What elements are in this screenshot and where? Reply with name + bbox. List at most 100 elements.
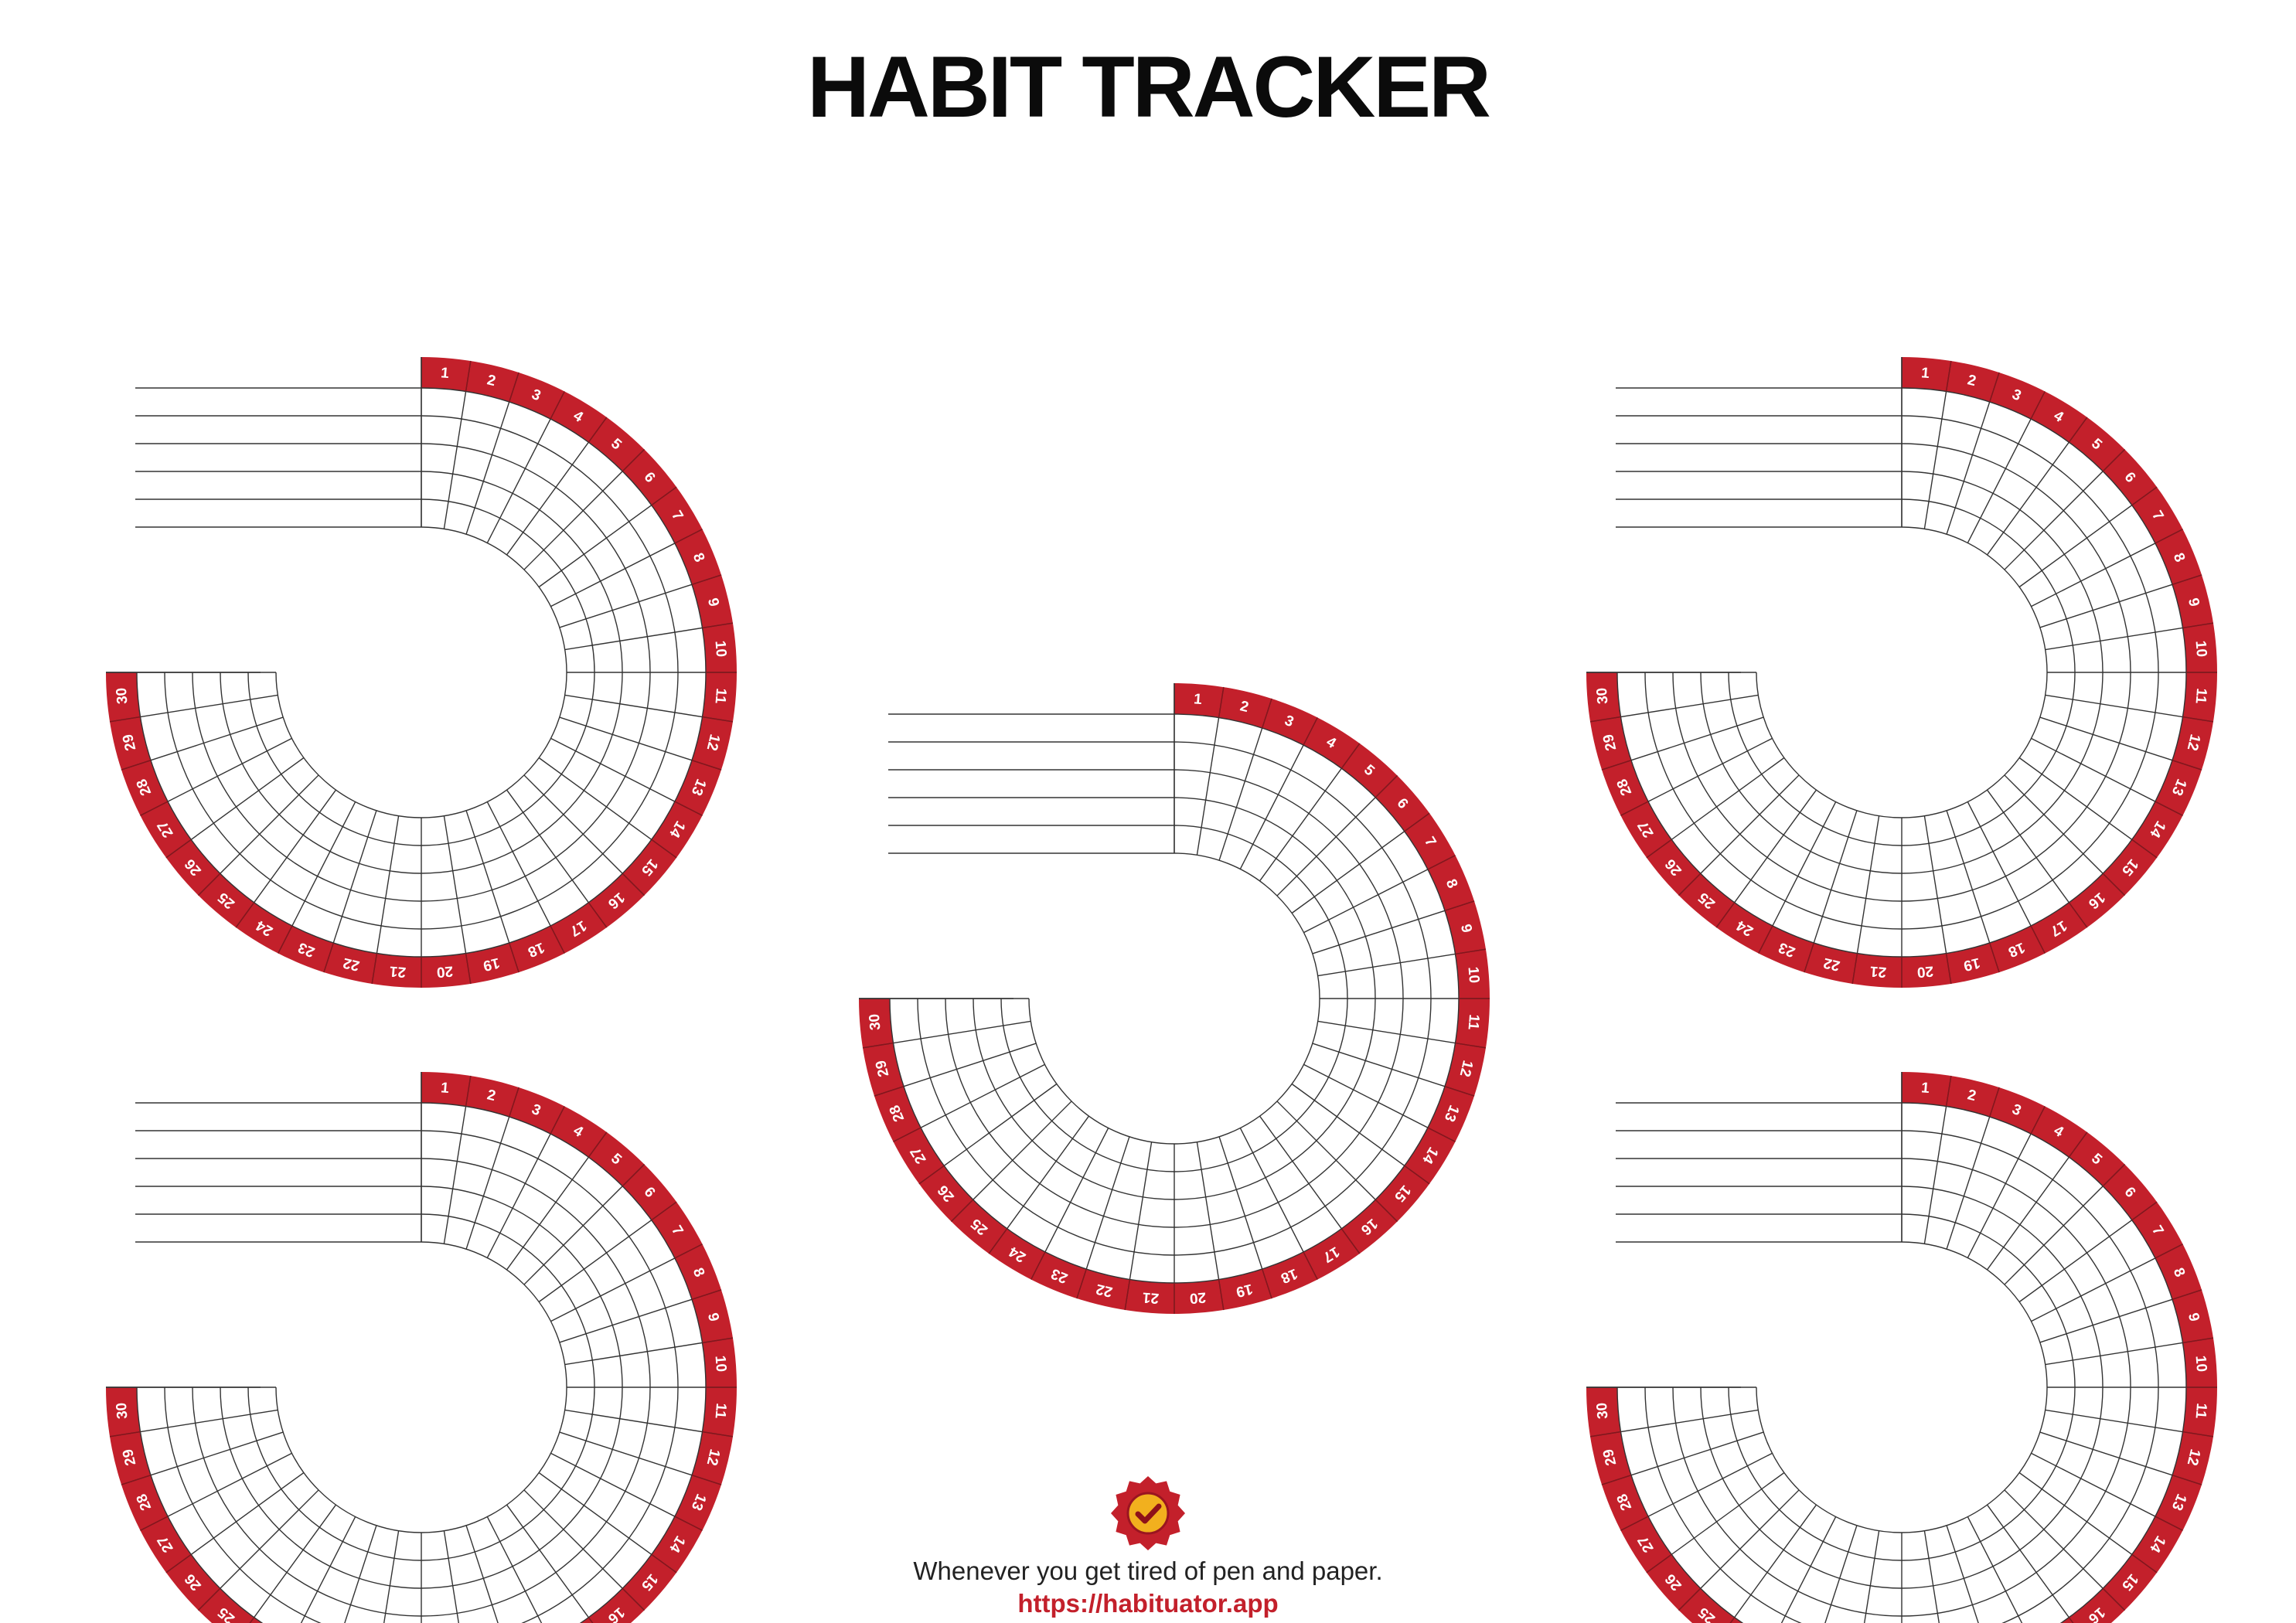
habit-cell[interactable] (421, 444, 457, 474)
habit-cell[interactable] (1870, 843, 1902, 873)
habit-cell[interactable] (2155, 1387, 2186, 1432)
habit-cell[interactable] (1174, 1197, 1210, 1227)
habit-cell[interactable] (1400, 958, 1431, 999)
habit-cell[interactable] (1428, 954, 1459, 999)
habit-cell[interactable] (1129, 1252, 1174, 1283)
habit-cell[interactable] (1902, 1103, 1947, 1134)
habit-cell[interactable] (165, 1387, 196, 1427)
habit-cell[interactable] (421, 843, 453, 873)
habit-cell[interactable] (2155, 672, 2186, 717)
habit-cell[interactable] (1902, 926, 1947, 957)
habit-cell[interactable] (2073, 641, 2103, 672)
habit-cell[interactable] (376, 926, 421, 957)
habit-cell[interactable] (1673, 1387, 1703, 1423)
habit-cell[interactable] (675, 672, 706, 717)
habit-cell[interactable] (620, 1387, 650, 1423)
habit-cell[interactable] (1139, 1197, 1174, 1227)
habit-cell[interactable] (220, 672, 250, 704)
habit-cell[interactable] (1729, 672, 1758, 699)
habit-cell[interactable] (1701, 672, 1731, 704)
habit-cell[interactable] (2155, 628, 2186, 672)
habit-cell[interactable] (421, 1186, 453, 1216)
habit-cell[interactable] (248, 1387, 278, 1414)
habit-cell[interactable] (1345, 967, 1375, 999)
habit-cell[interactable] (1134, 1224, 1174, 1255)
habit-cell[interactable] (2155, 1342, 2186, 1387)
habit-cell[interactable] (192, 672, 223, 708)
habit-cell[interactable] (1902, 388, 1947, 419)
habit-cell[interactable] (1866, 871, 1902, 901)
habit-cell[interactable] (1902, 444, 1937, 474)
habit-cell[interactable] (1345, 999, 1375, 1030)
habit-cell[interactable] (220, 1387, 250, 1419)
habit-cell[interactable] (1143, 1169, 1174, 1199)
habit-cell[interactable] (421, 388, 466, 419)
habit-cell[interactable] (973, 999, 1003, 1030)
habit-cell[interactable] (1902, 898, 1942, 929)
habit-cell[interactable] (620, 672, 650, 708)
habit-cell[interactable] (1862, 898, 1902, 929)
habit-cell[interactable] (386, 871, 421, 901)
habit-cell[interactable] (192, 1387, 223, 1423)
habit-cell[interactable] (945, 999, 976, 1034)
habit-cell[interactable] (1617, 672, 1648, 717)
habit-cell[interactable] (421, 1159, 457, 1189)
habit-cell[interactable] (675, 1342, 706, 1387)
habit-cell[interactable] (918, 999, 949, 1039)
habit-cell[interactable] (1902, 471, 1933, 502)
habit-cell[interactable] (421, 898, 462, 929)
habit-cell[interactable] (421, 816, 448, 846)
habit-cell[interactable] (620, 1352, 650, 1387)
habit-cell[interactable] (165, 672, 196, 713)
habit-cell[interactable] (1318, 971, 1347, 999)
habit-cell[interactable] (620, 637, 650, 672)
habit-cell[interactable] (647, 1347, 678, 1387)
habit-cell[interactable] (565, 1360, 594, 1387)
habit-cell[interactable] (1373, 963, 1403, 999)
habit-cell[interactable] (1902, 416, 1942, 447)
habit-cell[interactable] (137, 1387, 168, 1432)
habit-cell[interactable] (1902, 1159, 1937, 1189)
habit-cell[interactable] (1428, 999, 1459, 1043)
habit-cell[interactable] (1373, 999, 1403, 1034)
habit-cell[interactable] (421, 471, 453, 502)
habit-cell[interactable] (137, 672, 168, 717)
habit-cell[interactable] (1902, 871, 1937, 901)
habit-cell[interactable] (421, 926, 466, 957)
habit-cell[interactable] (2127, 672, 2158, 713)
habit-cell[interactable] (1673, 672, 1703, 708)
habit-cell[interactable] (1902, 843, 1933, 873)
habit-cell[interactable] (1174, 1252, 1219, 1283)
habit-cell[interactable] (1001, 999, 1030, 1026)
habit-cell[interactable] (592, 672, 622, 704)
habit-cell[interactable] (592, 1356, 622, 1387)
habit-cell[interactable] (421, 871, 457, 901)
habit-cell[interactable] (592, 641, 622, 672)
habit-cell[interactable] (1902, 1131, 1942, 1162)
habit-cell[interactable] (647, 632, 678, 672)
habit-cell[interactable] (248, 672, 278, 699)
habit-cell[interactable] (1174, 742, 1214, 773)
habit-cell[interactable] (2100, 1352, 2131, 1387)
habit-cell[interactable] (2100, 672, 2131, 708)
habit-cell[interactable] (1902, 1186, 1933, 1216)
habit-cell[interactable] (2100, 637, 2131, 672)
habit-cell[interactable] (675, 1387, 706, 1432)
habit-cell[interactable] (1701, 1387, 1731, 1419)
habit-cell[interactable] (890, 999, 921, 1043)
habit-cell[interactable] (2046, 1360, 2075, 1387)
habit-cell[interactable] (2073, 1356, 2103, 1387)
habit-cell[interactable] (2046, 645, 2075, 672)
habit-cell[interactable] (1174, 714, 1219, 745)
habit-cell[interactable] (1645, 1387, 1676, 1427)
habit-cell[interactable] (2127, 1347, 2158, 1387)
habit-cell[interactable] (1857, 926, 1902, 957)
habit-cell[interactable] (565, 645, 594, 672)
footer-link[interactable]: https://habituator.app (1017, 1589, 1279, 1618)
habit-cell[interactable] (421, 1103, 466, 1134)
habit-cell[interactable] (1174, 798, 1206, 828)
habit-cell[interactable] (647, 672, 678, 713)
habit-cell[interactable] (647, 1387, 678, 1427)
habit-cell[interactable] (1645, 672, 1676, 713)
habit-cell[interactable] (421, 1131, 462, 1162)
